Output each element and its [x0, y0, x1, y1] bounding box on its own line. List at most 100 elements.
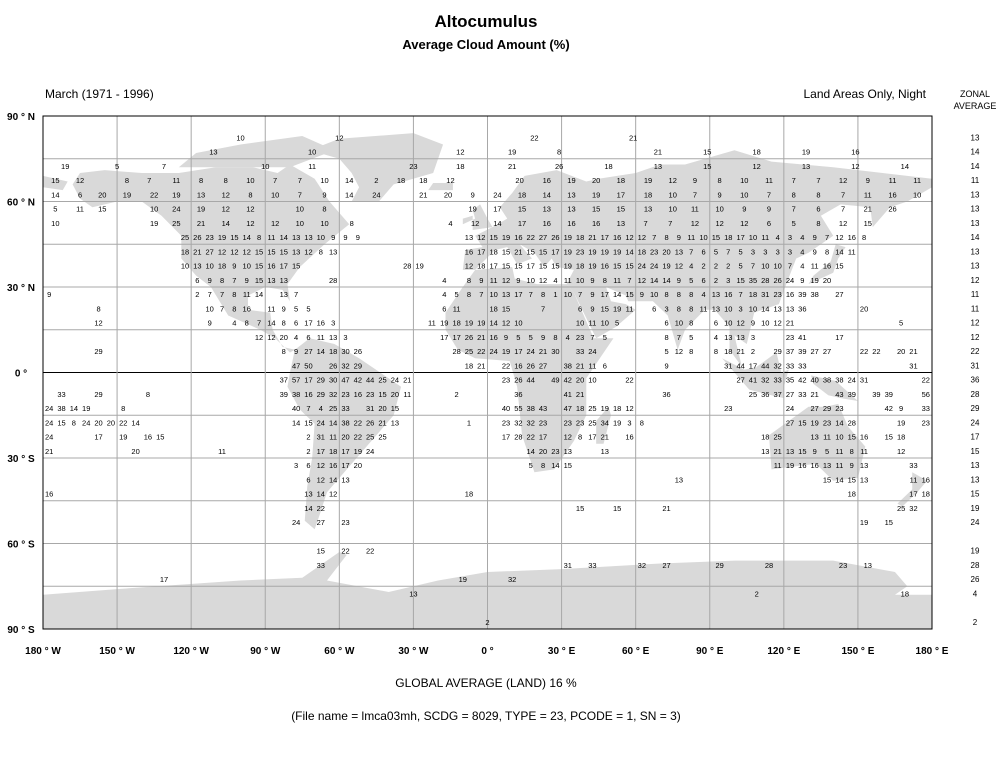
grid-cell-value: 16: [922, 475, 930, 484]
grid-cell-value: 16: [514, 361, 522, 370]
grid-cell-value: 6: [714, 319, 718, 328]
grid-cell-value: 21: [45, 447, 53, 456]
grid-cell-value: 16: [514, 233, 522, 242]
grid-cell-value: 8: [146, 390, 150, 399]
grid-cell-value: 20: [378, 404, 386, 413]
grid-cell-value: 12: [835, 233, 843, 242]
grid-cell-value: 36: [761, 390, 769, 399]
grid-cell-value: 12: [317, 461, 325, 470]
grid-cell-value: 14: [901, 162, 909, 171]
grid-cell-value: 20: [576, 376, 584, 385]
grid-cell-value: 8: [714, 347, 718, 356]
grid-cell-value: 32: [527, 418, 535, 427]
grid-cell-value: 32: [341, 361, 349, 370]
grid-cell-value: 8: [125, 176, 129, 185]
grid-cell-value: 2: [374, 176, 378, 185]
grid-cell-value: 21: [811, 390, 819, 399]
grid-cell-value: 22: [860, 347, 868, 356]
grid-cell-value: 43: [835, 390, 843, 399]
grid-cell-value: 18: [752, 148, 760, 157]
grid-cell-value: 9: [718, 190, 722, 199]
grid-cell-value: 8: [677, 290, 681, 299]
grid-cell-value: 10: [724, 304, 732, 313]
grid-cell-value: 19: [502, 347, 510, 356]
grid-cell-value: 5: [115, 162, 119, 171]
grid-cell-value: 7: [627, 276, 631, 285]
grid-cell-value: 19: [440, 319, 448, 328]
grid-cell-value: 16: [851, 148, 859, 157]
grid-cell-value: 14: [551, 461, 559, 470]
grid-cell-value: 31: [860, 376, 868, 385]
grid-cell-value: 14: [243, 233, 251, 242]
grid-cell-value: 19: [897, 418, 905, 427]
grid-cell-value: 11: [700, 304, 708, 313]
grid-cell-value: 6: [306, 333, 310, 342]
grid-cell-value: 36: [662, 390, 670, 399]
land-eurasia: [462, 150, 932, 367]
grid-cell-value: 17: [502, 433, 510, 442]
land-south-america: [287, 338, 402, 530]
grid-cell-value: 13: [724, 333, 732, 342]
grid-cell-value: 16: [45, 490, 53, 499]
grid-cell-value: 8: [603, 276, 607, 285]
grid-cell-value: 14: [345, 176, 353, 185]
grid-cell-value: 10: [320, 219, 328, 228]
grid-cell-value: 21: [629, 133, 637, 142]
grid-cell-value: 10: [675, 319, 683, 328]
grid-cell-value: 31: [761, 290, 769, 299]
grid-cell-value: 6: [701, 247, 705, 256]
grid-cell-value: 50: [304, 361, 312, 370]
grid-cell-value: 10: [308, 148, 316, 157]
grid-cell-value: 11: [218, 447, 226, 456]
grid-cell-value: 19: [477, 319, 485, 328]
grid-cell-value: 16: [823, 262, 831, 271]
grid-cell-value: 16: [592, 219, 600, 228]
grid-cell-value: 10: [588, 376, 596, 385]
grid-cell-value: 5: [615, 319, 619, 328]
grid-cell-value: 18: [329, 447, 337, 456]
grid-cell-value: 24: [45, 404, 53, 413]
grid-cell-value: 16: [543, 219, 551, 228]
grid-cell-value: 12: [465, 262, 473, 271]
grid-cell-value: 56: [922, 390, 930, 399]
grid-cell-value: 19: [564, 247, 572, 256]
grid-cell-value: 20: [280, 333, 288, 342]
longitude-label: 180 ° W: [25, 646, 61, 657]
grid-cell-value: 19: [150, 219, 158, 228]
grid-cell-value: 29: [354, 361, 362, 370]
grid-cell-value: 22: [872, 347, 880, 356]
grid-cell-value: 25: [897, 504, 905, 513]
grid-cell-value: 11: [403, 390, 411, 399]
grid-cell-value: 26: [514, 376, 522, 385]
grid-cell-value: 3: [751, 247, 755, 256]
grid-cell-value: 17: [440, 333, 448, 342]
grid-cell-value: 23: [576, 247, 584, 256]
grid-cell-value: 23: [539, 418, 547, 427]
grid-cell-value: 8: [319, 247, 323, 256]
grid-cell-value: 9: [232, 262, 236, 271]
grid-cell-value: 10: [761, 319, 769, 328]
axis-labels: 90 ° N 60 ° N 30 ° N 0 ° 30 ° S 60 ° S 90 ° S 1…: [7, 112, 949, 657]
grid-cell-value: 8: [467, 276, 471, 285]
grid-cell-value: 13: [304, 233, 312, 242]
grid-cell-value: 27: [835, 290, 843, 299]
grid-cell-value: 16: [601, 262, 609, 271]
grid-cell-value: 12: [839, 219, 847, 228]
grid-cell-value: 2: [755, 589, 759, 598]
grid-cell-value: 21: [193, 247, 201, 256]
longitude-label: 0 °: [481, 646, 493, 657]
grid-cell-value: 15: [502, 262, 510, 271]
grid-cell-value: 14: [761, 304, 769, 313]
grid-cell-value: 15: [98, 205, 106, 214]
zonal-average-value: 19: [971, 547, 980, 556]
grid-cell-value: 11: [889, 176, 897, 185]
grid-cell-value: 6: [664, 319, 668, 328]
grid-cell-value: 15: [617, 205, 625, 214]
zonal-average-value: 13: [971, 133, 980, 142]
grid-cell-value: 17: [341, 447, 349, 456]
grid-cell-value: 17: [539, 433, 547, 442]
grid-cell-value: 38: [527, 404, 535, 413]
grid-cell-value: 10: [317, 233, 325, 242]
grid-cell-value: 8: [541, 461, 545, 470]
grid-cell-value: 29: [317, 390, 325, 399]
